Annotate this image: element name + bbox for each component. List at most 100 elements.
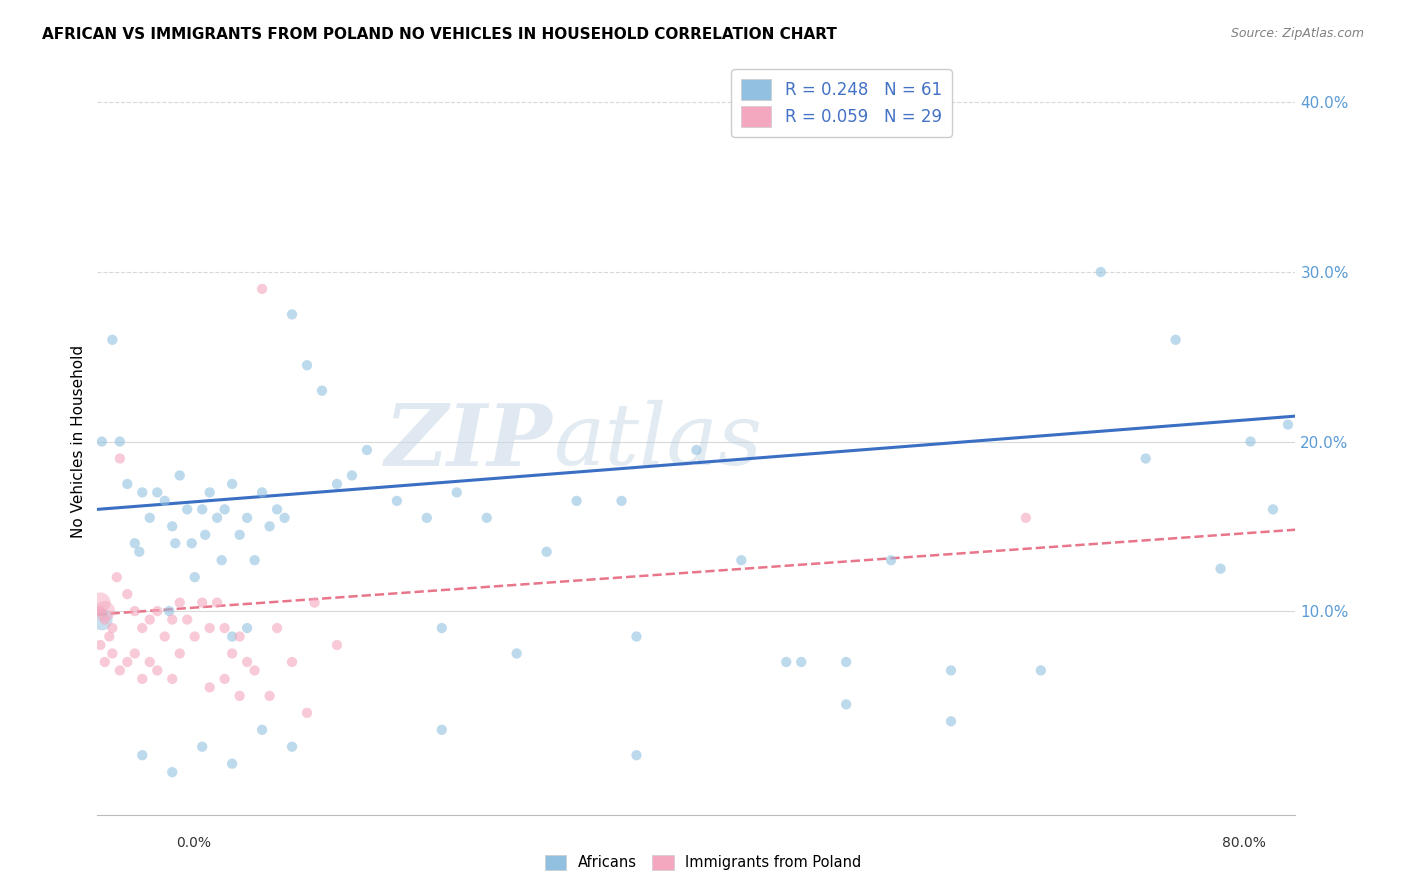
Point xyxy=(124,604,146,618)
Point xyxy=(1239,434,1261,449)
Point xyxy=(221,630,243,644)
Point xyxy=(105,570,128,584)
Point xyxy=(89,604,111,618)
Point xyxy=(221,756,243,771)
Point xyxy=(775,655,797,669)
Point xyxy=(131,672,153,686)
Point xyxy=(1209,562,1232,576)
Point xyxy=(157,604,180,618)
Point xyxy=(626,748,648,763)
Point xyxy=(430,723,453,737)
Point xyxy=(117,587,139,601)
Point xyxy=(160,672,183,686)
Point xyxy=(626,630,648,644)
Point xyxy=(183,570,205,584)
Text: ZIP: ZIP xyxy=(385,400,553,483)
Point xyxy=(565,494,588,508)
Point xyxy=(124,536,146,550)
Point xyxy=(1090,265,1112,279)
Point xyxy=(326,638,349,652)
Point xyxy=(295,358,318,372)
Point xyxy=(243,553,266,567)
Point xyxy=(117,477,139,491)
Point xyxy=(281,655,304,669)
Point xyxy=(385,494,408,508)
Point xyxy=(1261,502,1284,516)
Point xyxy=(340,468,363,483)
Point xyxy=(146,604,169,618)
Point xyxy=(131,748,153,763)
Point xyxy=(1029,664,1052,678)
Point xyxy=(835,698,858,712)
Point xyxy=(183,630,205,644)
Point xyxy=(228,630,250,644)
Point xyxy=(430,621,453,635)
Point xyxy=(236,621,259,635)
Point xyxy=(94,613,117,627)
Text: 80.0%: 80.0% xyxy=(1222,836,1265,850)
Point xyxy=(165,536,187,550)
Point xyxy=(139,613,162,627)
Point xyxy=(236,655,259,669)
Point xyxy=(685,443,707,458)
Point xyxy=(160,519,183,533)
Point xyxy=(1135,451,1157,466)
Point xyxy=(191,739,214,754)
Point xyxy=(295,706,318,720)
Point xyxy=(214,621,236,635)
Point xyxy=(90,613,112,627)
Point xyxy=(610,494,633,508)
Point xyxy=(153,630,176,644)
Point xyxy=(205,596,228,610)
Point xyxy=(139,511,162,525)
Point xyxy=(250,485,273,500)
Point xyxy=(939,714,962,729)
Point xyxy=(198,621,221,635)
Point xyxy=(939,664,962,678)
Point xyxy=(259,689,281,703)
Point xyxy=(505,647,527,661)
Point xyxy=(169,647,191,661)
Point xyxy=(221,647,243,661)
Point xyxy=(117,655,139,669)
Point xyxy=(160,613,183,627)
Point xyxy=(180,536,202,550)
Point xyxy=(1277,417,1299,432)
Point xyxy=(1015,511,1038,525)
Point xyxy=(191,502,214,516)
Point xyxy=(146,485,169,500)
Point xyxy=(198,485,221,500)
Point xyxy=(281,739,304,754)
Point xyxy=(153,494,176,508)
Point xyxy=(89,596,111,610)
Point xyxy=(108,664,131,678)
Point xyxy=(94,604,117,618)
Point xyxy=(98,630,121,644)
Point xyxy=(198,681,221,695)
Text: 0.0%: 0.0% xyxy=(176,836,211,850)
Point xyxy=(266,502,288,516)
Legend: Africans, Immigrants from Poland: Africans, Immigrants from Poland xyxy=(538,848,868,876)
Point xyxy=(169,596,191,610)
Point xyxy=(1164,333,1187,347)
Point xyxy=(835,655,858,669)
Point xyxy=(108,434,131,449)
Point xyxy=(101,647,124,661)
Point xyxy=(228,528,250,542)
Point xyxy=(214,672,236,686)
Point xyxy=(108,451,131,466)
Point xyxy=(101,333,124,347)
Point xyxy=(326,477,349,491)
Point xyxy=(356,443,378,458)
Point xyxy=(89,638,111,652)
Point xyxy=(790,655,813,669)
Point xyxy=(124,647,146,661)
Point xyxy=(194,528,217,542)
Point xyxy=(131,485,153,500)
Point xyxy=(128,545,150,559)
Point xyxy=(214,502,236,516)
Point xyxy=(475,511,498,525)
Point xyxy=(169,468,191,483)
Point xyxy=(160,765,183,780)
Text: AFRICAN VS IMMIGRANTS FROM POLAND NO VEHICLES IN HOUSEHOLD CORRELATION CHART: AFRICAN VS IMMIGRANTS FROM POLAND NO VEH… xyxy=(42,27,837,42)
